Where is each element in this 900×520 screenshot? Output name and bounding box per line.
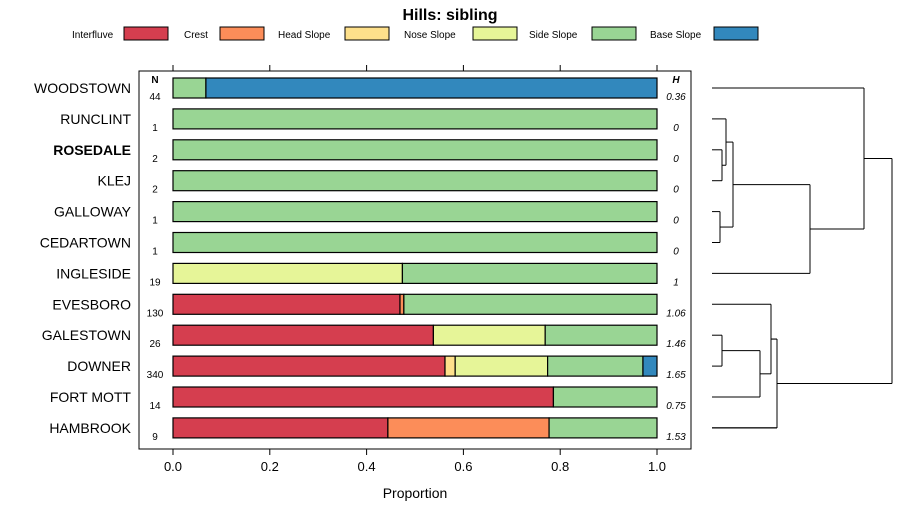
n-value: 44 xyxy=(149,92,161,103)
bars-layer xyxy=(172,77,658,439)
h-value: 0 xyxy=(673,154,679,165)
bar-segment xyxy=(172,262,404,284)
n-value: 26 xyxy=(149,339,161,350)
row-label: DOWNER xyxy=(67,358,131,374)
bar-segment xyxy=(172,231,658,254)
legend-swatch xyxy=(344,26,390,41)
n-value: 340 xyxy=(147,370,164,381)
row-label: FORT MOTT xyxy=(50,389,132,405)
bar-segment xyxy=(403,293,658,315)
legend-swatch xyxy=(472,26,518,41)
bar-segment xyxy=(172,355,446,377)
x-tick-label: 0.8 xyxy=(551,459,569,474)
row-label: ROSEDALE xyxy=(53,142,131,158)
legend-swatch xyxy=(713,26,759,41)
h-value: 1.46 xyxy=(666,339,686,350)
h-value: 0 xyxy=(673,123,679,134)
legend-label: Base Slope xyxy=(650,30,702,41)
plot-frame xyxy=(138,70,692,450)
bar-segment xyxy=(172,139,658,161)
bar-segment xyxy=(432,324,546,346)
h-value: 1 xyxy=(673,277,679,288)
row-label: EVESBORO xyxy=(52,296,131,312)
n-value: 9 xyxy=(152,432,158,443)
bar-segment xyxy=(387,417,550,439)
h-value: 0 xyxy=(673,216,679,227)
n-value: 2 xyxy=(152,185,158,196)
legend-swatch xyxy=(123,26,169,41)
n-value: 1 xyxy=(152,247,158,258)
bar-segment xyxy=(544,324,658,346)
legend-label: Head Slope xyxy=(278,30,331,41)
chart-title: Hills: sibling xyxy=(402,7,497,24)
h-value: 1.06 xyxy=(666,308,686,319)
bar-segment xyxy=(172,293,401,315)
row-label: INGLESIDE xyxy=(56,265,131,281)
bar-segment xyxy=(401,262,658,284)
row-label: RUNCLINT xyxy=(60,111,131,127)
legend: Interfluve Crest Head Slope Nose Slope Side … xyxy=(72,26,759,41)
row-labels-layer: WOODSTOWN 44 0.36 RUNCLINT 1 0 ROSEDALE 2 0 KLEJ 2… xyxy=(34,80,686,443)
bar-segment xyxy=(547,355,644,377)
h-value: 0.75 xyxy=(666,401,686,412)
h-value: 0.36 xyxy=(666,92,686,103)
bar-segment xyxy=(444,355,456,377)
row-label: CEDARTOWN xyxy=(40,235,131,251)
x-tick-label: 0.2 xyxy=(261,459,279,474)
n-value: 14 xyxy=(149,401,161,412)
bar-segment xyxy=(172,77,207,99)
n-value: 19 xyxy=(149,277,161,288)
bar-segment xyxy=(172,324,434,346)
bar-segment xyxy=(205,77,658,99)
legend-label: Crest xyxy=(184,30,208,41)
n-column-header: N xyxy=(151,75,158,86)
h-column-header: H xyxy=(672,75,680,86)
legend-label: Nose Slope xyxy=(404,30,456,41)
n-value: 2 xyxy=(152,154,158,165)
bar-segment xyxy=(552,386,658,408)
legend-label: Side Slope xyxy=(529,30,578,41)
bar-segment xyxy=(454,355,549,377)
h-value: 1.65 xyxy=(666,370,686,381)
h-value: 0 xyxy=(673,247,679,258)
h-value: 0 xyxy=(673,185,679,196)
x-tick-label: 1.0 xyxy=(648,459,666,474)
row-label: GALLOWAY xyxy=(54,204,132,220)
bar-segment xyxy=(172,201,658,223)
bar-segment xyxy=(172,386,555,408)
n-value: 1 xyxy=(152,216,158,227)
legend-swatch xyxy=(219,26,265,41)
h-value: 1.53 xyxy=(666,432,686,443)
x-tick-label: 0.0 xyxy=(164,459,182,474)
bar-segment xyxy=(172,417,389,439)
x-tick-label: 0.6 xyxy=(454,459,472,474)
x-axis: 0.0 0.2 0.4 0.6 0.8 1.0 xyxy=(164,65,666,474)
dendrogram xyxy=(712,87,893,429)
bar-segment xyxy=(172,170,658,192)
n-value: 1 xyxy=(152,123,158,134)
bar-segment xyxy=(642,355,658,377)
row-label: KLEJ xyxy=(98,173,131,189)
x-tick-label: 0.4 xyxy=(358,459,376,474)
x-axis-label: Proportion xyxy=(383,485,448,501)
row-label: GALESTOWN xyxy=(42,327,131,343)
bar-segment xyxy=(172,108,658,130)
legend-label: Interfluve xyxy=(72,30,114,41)
row-label: WOODSTOWN xyxy=(34,80,131,96)
legend-swatch xyxy=(591,26,637,41)
row-label: HAMBROOK xyxy=(49,420,131,436)
n-value: 130 xyxy=(147,308,164,319)
bar-segment xyxy=(548,417,658,439)
